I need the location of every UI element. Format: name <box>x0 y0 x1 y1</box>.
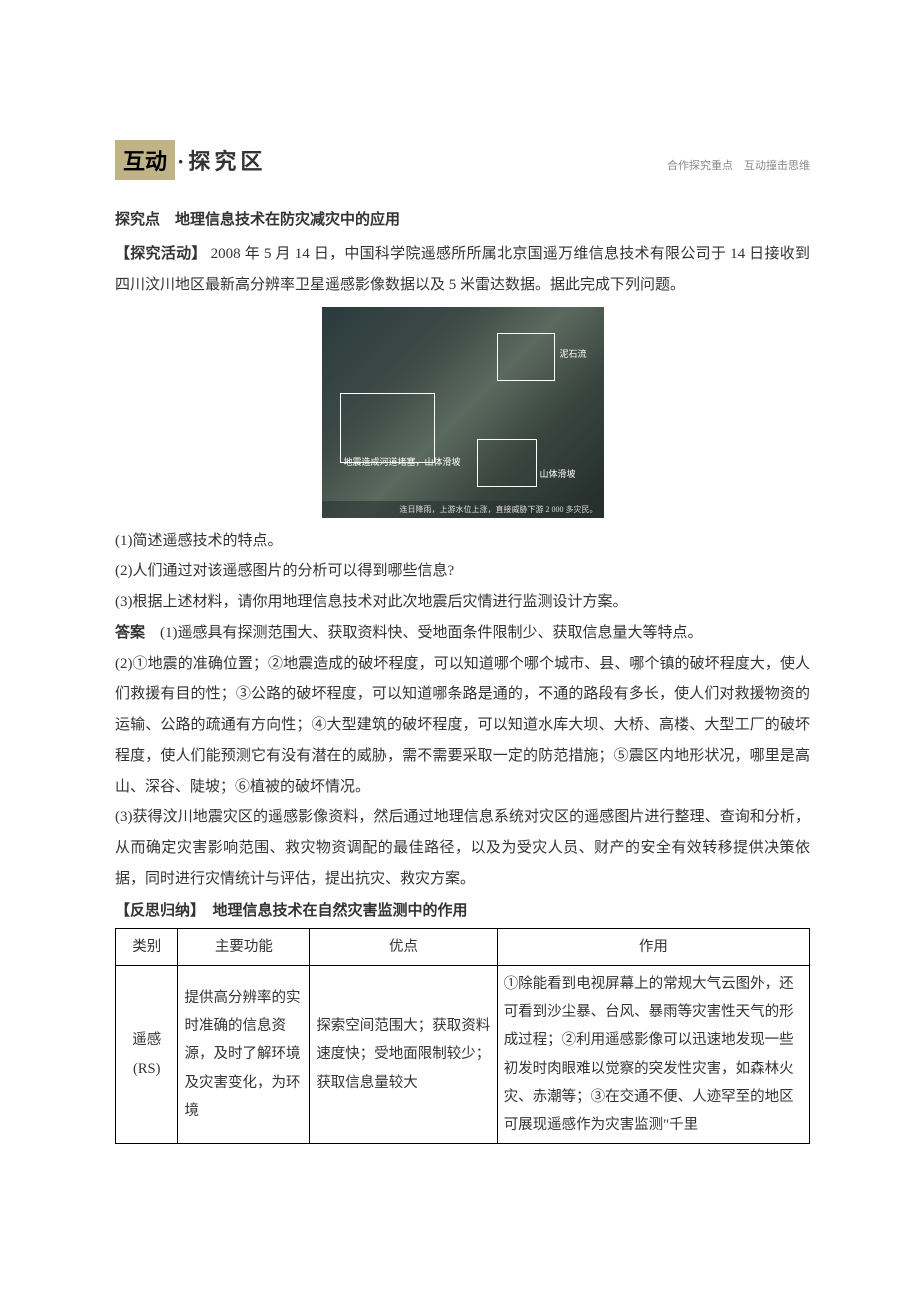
th-function: 主要功能 <box>178 928 310 965</box>
table-header-row: 类别 主要功能 优点 作用 <box>116 928 810 965</box>
figure-box-1 <box>340 393 435 463</box>
figure-box-3 <box>477 439 537 487</box>
figure-label-1: 地震造成河道堵塞，山体滑坡 <box>344 455 461 468</box>
section-tab: 互动 <box>115 140 175 180</box>
answer-label: 答案 <box>115 625 145 641</box>
answer-1: (1)遥感具有探测范围大、获取资料快、受地面条件限制少、获取信息量大等特点。 <box>160 625 703 641</box>
th-advantage: 优点 <box>310 928 497 965</box>
reflect-title: 地理信息技术在自然灾害监测中的作用 <box>213 903 468 919</box>
figure-box-2 <box>497 333 555 381</box>
answer-3: (3)获得汶川地震灾区的遥感影像资料，然后通过地理信息系统对灾区的遥感图片进行整… <box>115 802 810 894</box>
activity-intro: 2008 年 5 月 14 日，中国科学院遥感所所属北京国遥万维信息技术有限公司… <box>115 246 810 293</box>
remote-sensing-figure: 地震造成河道堵塞，山体滑坡 泥石流 山体滑坡 连日降雨，上游水位上涨，直接威胁下… <box>322 307 604 518</box>
answer-2: (2)①地震的准确位置；②地震造成的破坏程度，可以知道哪个哪个城市、县、哪个镇的… <box>115 649 810 803</box>
section-subtitle: ·探究区 <box>177 144 266 176</box>
figure-caption: 连日降雨，上游水位上涨，直接威胁下游 2 000 多灾民。 <box>322 501 604 518</box>
cell-category: 遥感(RS) <box>116 965 178 1144</box>
reflect-label: 【反思归纳】 <box>115 903 198 919</box>
question-2: (2)人们通过对该遥感图片的分析可以得到哪些信息? <box>115 556 810 587</box>
reflect-table: 类别 主要功能 优点 作用 遥感(RS) 提供高分辨率的实时准确的信息资源，及时… <box>115 928 810 1145</box>
th-role: 作用 <box>497 928 809 965</box>
th-category: 类别 <box>116 928 178 965</box>
section-slogan: 合作探究重点 互动撞击思维 <box>667 157 810 173</box>
question-1: (1)简述遥感技术的特点。 <box>115 526 810 557</box>
topic-label: 探究点 <box>115 212 160 228</box>
cell-role: ①除能看到电视屏幕上的常规大气云图外，还可看到沙尘暴、台风、暴雨等灾害性天气的形… <box>497 965 809 1144</box>
cell-advantage: 探索空间范围大；获取资料速度快；受地面限制较少；获取信息量较大 <box>310 965 497 1144</box>
activity-label: 【探究活动】 <box>115 246 207 262</box>
figure-label-2: 泥石流 <box>560 347 587 360</box>
question-3: (3)根据上述材料，请你用地理信息技术对此次地震后灾情进行监测设计方案。 <box>115 587 810 618</box>
figure-label-3: 山体滑坡 <box>540 467 576 480</box>
table-row: 遥感(RS) 提供高分辨率的实时准确的信息资源，及时了解环境及灾害变化，为环境 … <box>116 965 810 1144</box>
topic-title: 地理信息技术在防灾减灾中的应用 <box>175 212 400 228</box>
cell-function: 提供高分辨率的实时准确的信息资源，及时了解环境及灾害变化，为环境 <box>178 965 310 1144</box>
